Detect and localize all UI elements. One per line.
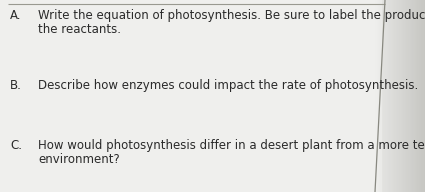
Bar [374, 0, 375, 192]
Bar [424, 0, 425, 192]
Bar [422, 0, 424, 192]
Bar [378, 0, 379, 192]
Bar [398, 0, 400, 192]
Bar [414, 0, 415, 192]
Text: the reactants.: the reactants. [38, 23, 121, 36]
Bar [397, 0, 398, 192]
Bar [415, 0, 416, 192]
Text: Describe how enzymes could impact the rate of photosynthesis.: Describe how enzymes could impact the ra… [38, 79, 418, 92]
Text: A.: A. [10, 9, 22, 22]
Bar [377, 0, 378, 192]
Bar [389, 0, 391, 192]
Bar [400, 0, 401, 192]
Bar [396, 0, 397, 192]
Text: Write the equation of photosynthesis. Be sure to label the products and: Write the equation of photosynthesis. Be… [38, 9, 425, 22]
Text: How would photosynthesis differ in a desert plant from a more temperate: How would photosynthesis differ in a des… [38, 139, 425, 152]
Bar [421, 0, 422, 192]
Bar [388, 0, 389, 192]
Bar [419, 0, 420, 192]
Bar [385, 0, 387, 192]
Bar [375, 0, 377, 192]
Bar [379, 0, 380, 192]
Bar [387, 0, 388, 192]
Bar [420, 0, 421, 192]
Bar [384, 0, 385, 192]
Bar [412, 0, 414, 192]
FancyBboxPatch shape [0, 0, 382, 192]
Bar [382, 0, 383, 192]
Bar [403, 0, 405, 192]
Bar [416, 0, 417, 192]
Bar [392, 0, 393, 192]
Bar [393, 0, 394, 192]
Bar [411, 0, 412, 192]
Bar [380, 0, 382, 192]
Text: environment?: environment? [38, 153, 120, 166]
Bar [402, 0, 403, 192]
Text: B.: B. [10, 79, 22, 92]
Bar [405, 0, 406, 192]
Bar [406, 0, 407, 192]
Bar [391, 0, 392, 192]
Bar [408, 0, 410, 192]
Bar [417, 0, 419, 192]
Bar [394, 0, 396, 192]
Bar [383, 0, 384, 192]
Text: C.: C. [10, 139, 22, 152]
Bar [410, 0, 411, 192]
Bar [407, 0, 408, 192]
Bar [401, 0, 402, 192]
